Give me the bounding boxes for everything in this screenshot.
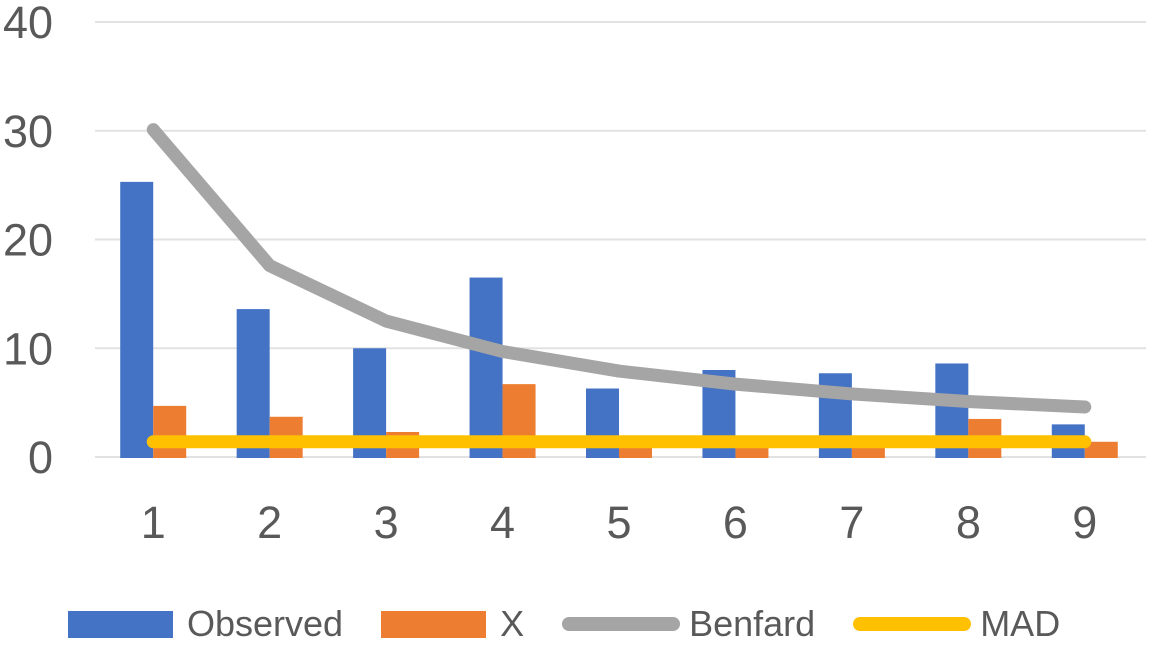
legend-item-x: X	[381, 606, 524, 642]
benfard-line	[146, 123, 1092, 414]
legend-label-mad: MAD	[980, 603, 1061, 644]
y-tick-label-10: 10	[3, 323, 53, 374]
legend-label-benfard: Benfard	[689, 603, 816, 644]
bar-observed-1	[120, 181, 154, 459]
x-tick-label-9: 9	[1072, 497, 1097, 548]
y-tick-label-20: 20	[3, 215, 53, 266]
bar-x-9	[1084, 441, 1118, 458]
legend: Observed X Benfard MAD	[68, 601, 1060, 647]
y-tick-label-30: 30	[3, 106, 53, 157]
x-tick-label-1: 1	[141, 497, 166, 548]
legend-swatch-x-bar-icon	[381, 610, 487, 638]
plot-area: 0 10 20 30 40 1 2 3 4 5 6 7 8 9	[3, 0, 1146, 548]
legend-label-x: X	[500, 603, 525, 644]
x-tick-label-2: 2	[257, 497, 282, 548]
bar-observed-4	[469, 277, 503, 458]
legend-label-observed: Observed	[187, 603, 344, 644]
y-tick-label-40: 40	[3, 0, 53, 48]
bar-observed-2	[236, 309, 270, 458]
legend-item-benfard: Benfard	[562, 606, 815, 642]
legend-item-observed: Observed	[68, 606, 343, 642]
legend-item-mad: MAD	[853, 606, 1060, 642]
legend-swatch-benfard-line-icon	[562, 617, 681, 631]
x-tick-label-6: 6	[723, 497, 748, 548]
x-tick-label-5: 5	[606, 497, 631, 548]
x-tick-label-7: 7	[839, 497, 864, 548]
legend-swatch-mad-line-icon	[853, 617, 972, 631]
y-tick-label-0: 0	[28, 432, 53, 483]
bar-x-1	[153, 405, 187, 458]
legend-swatch-observed-bar-icon	[68, 610, 173, 638]
x-tick-label-8: 8	[956, 497, 981, 548]
x-tick-label-4: 4	[490, 497, 515, 548]
x-tick-label-3: 3	[374, 497, 399, 548]
